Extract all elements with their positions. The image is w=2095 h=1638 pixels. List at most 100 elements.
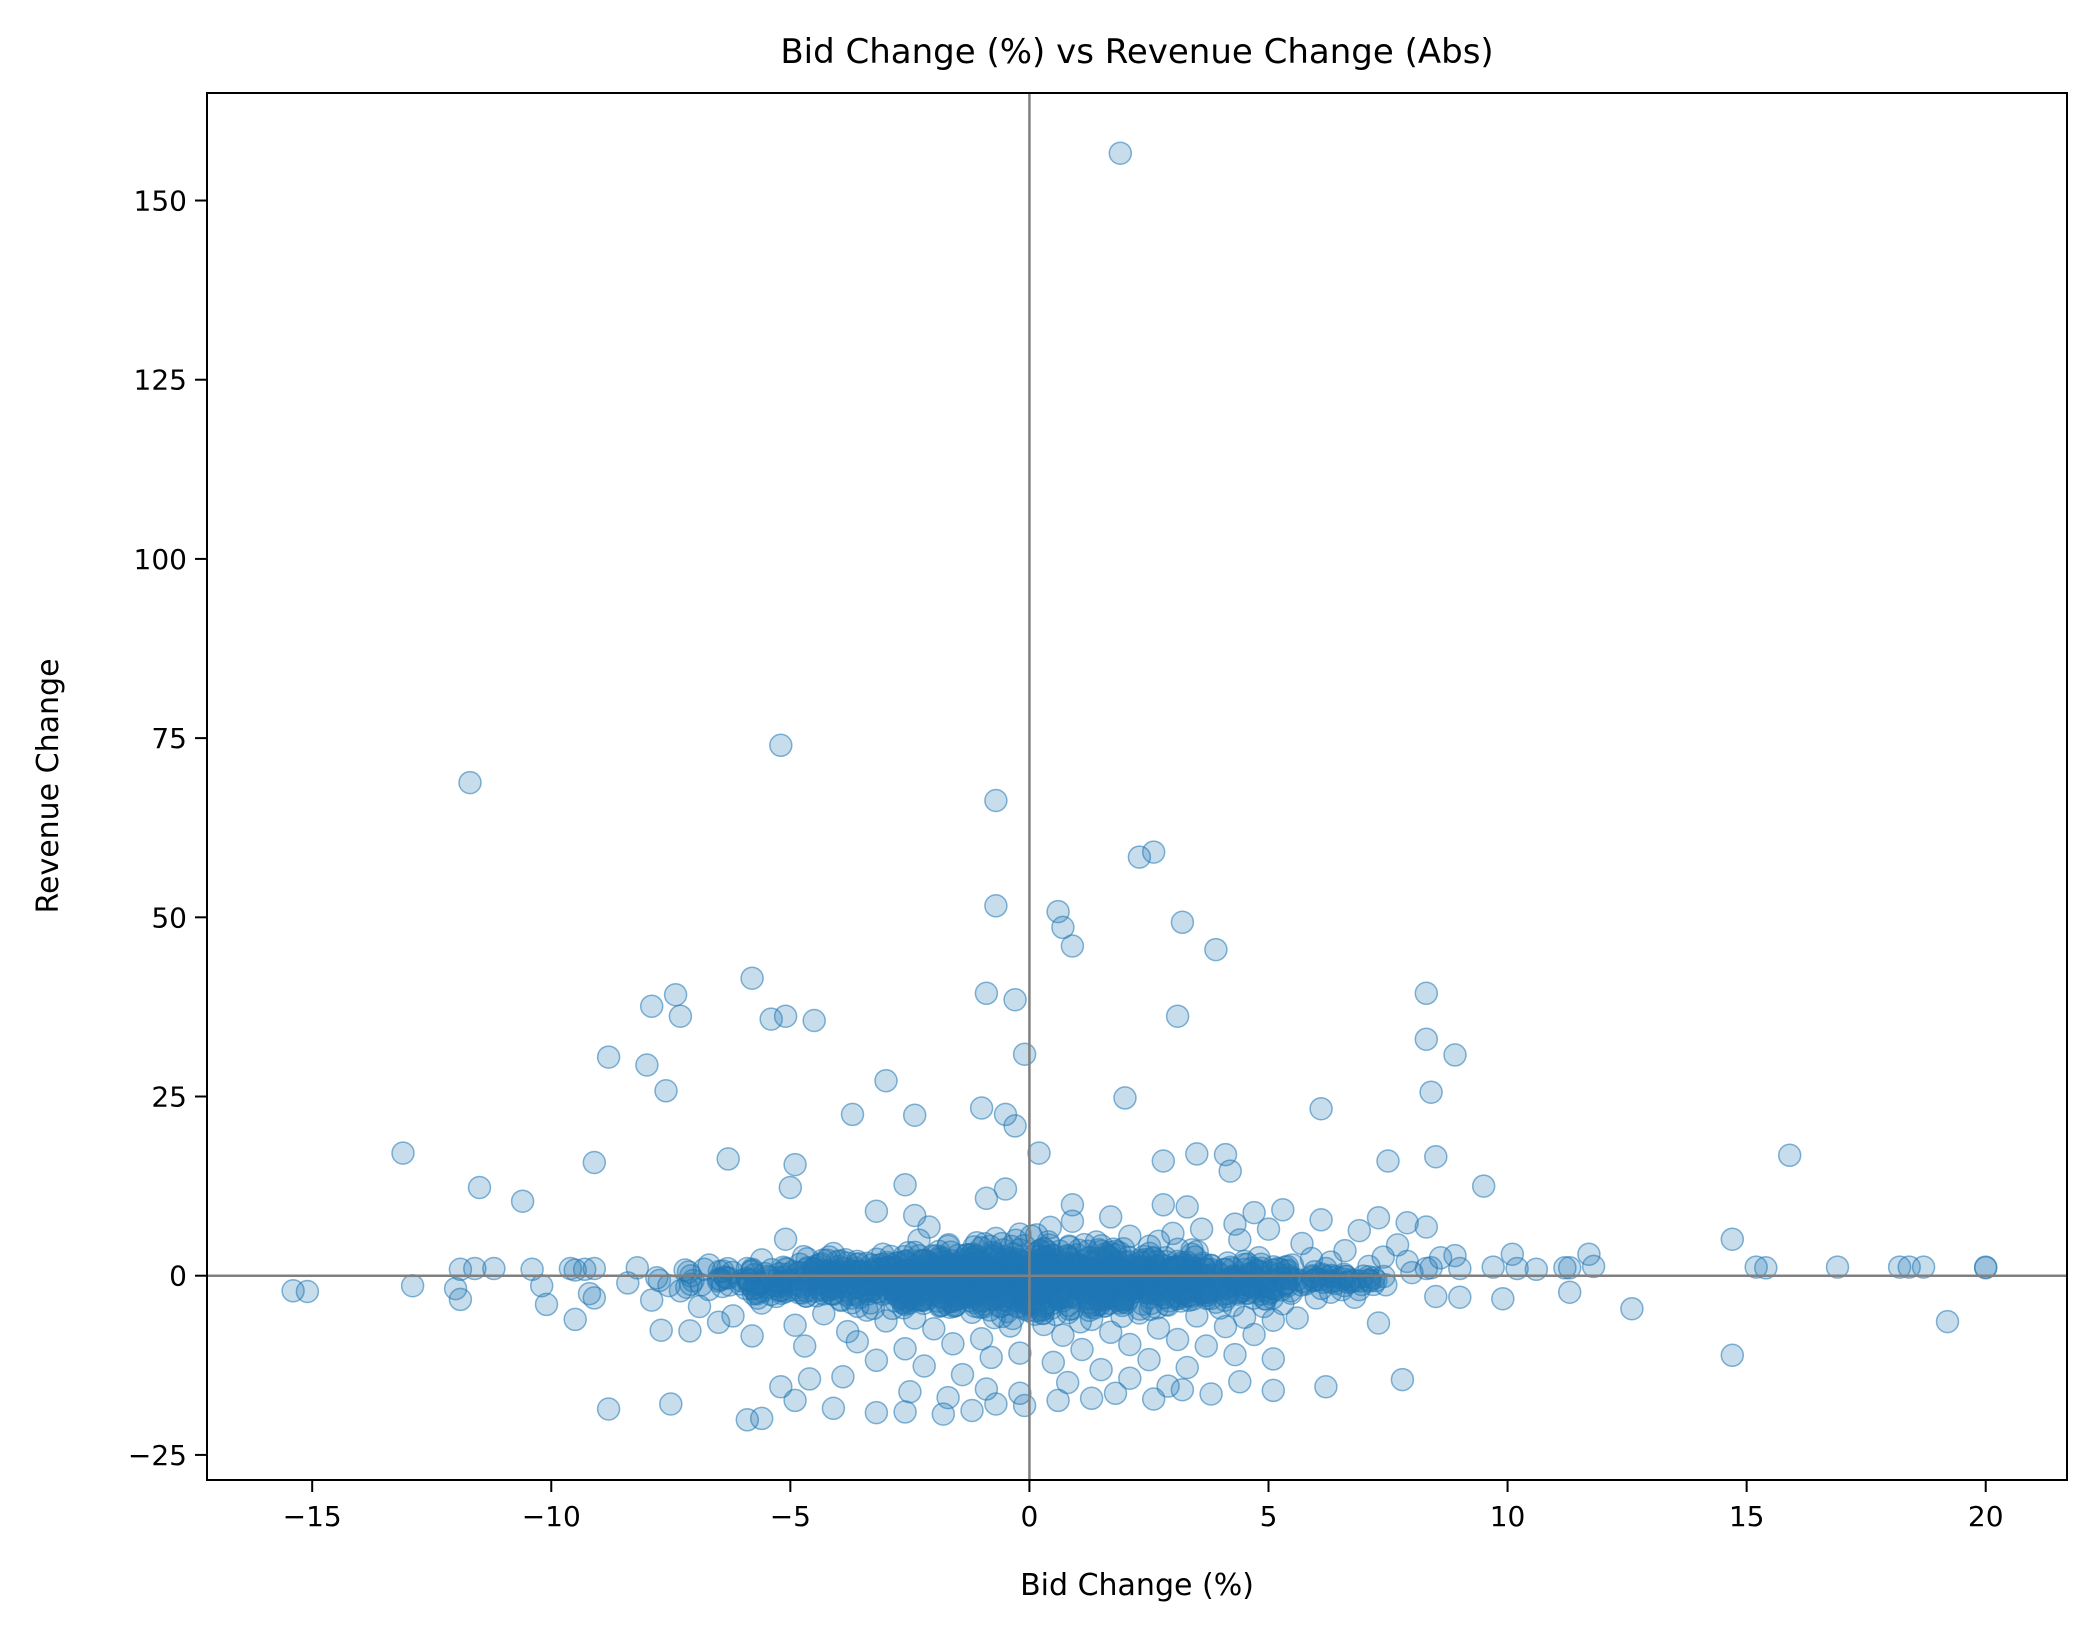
data-point	[979, 1345, 1003, 1370]
data-point	[678, 1319, 702, 1343]
data-point	[1118, 1366, 1142, 1390]
y-tick-label: 50	[151, 901, 187, 934]
data-point	[802, 1008, 826, 1033]
data-point	[1060, 1209, 1085, 1233]
data-point	[1720, 1227, 1745, 1251]
data-point	[1098, 1205, 1123, 1229]
data-point	[1113, 1086, 1137, 1110]
data-point	[1189, 1217, 1214, 1241]
data-point	[893, 1400, 917, 1424]
data-point	[984, 1226, 1008, 1251]
data-point	[1471, 1174, 1496, 1198]
data-point	[1170, 910, 1195, 935]
x-tick-label: 0	[1021, 1500, 1039, 1533]
data-point	[974, 1377, 999, 1401]
data-point	[1261, 1378, 1286, 1403]
data-point	[692, 1257, 717, 1282]
data-point	[1366, 1205, 1391, 1230]
data-point	[874, 1068, 898, 1093]
data-point	[635, 1053, 659, 1077]
data-point	[969, 1096, 994, 1120]
data-point	[1151, 1149, 1176, 1173]
data-point	[1414, 1027, 1439, 1051]
y-tick-label: 75	[151, 722, 187, 755]
data-point	[917, 1215, 941, 1239]
data-point	[582, 1150, 607, 1175]
data-point	[1098, 1320, 1123, 1345]
data-point	[1118, 1332, 1142, 1357]
data-point	[1395, 1210, 1419, 1235]
data-point	[1342, 1285, 1367, 1309]
data-point	[783, 1152, 807, 1177]
data-point	[1720, 1343, 1745, 1368]
data-point	[1151, 1193, 1176, 1217]
data-point	[831, 1365, 855, 1389]
data-point	[668, 1004, 693, 1028]
data-point	[1414, 981, 1439, 1006]
data-point	[1051, 1323, 1075, 1347]
data-point	[974, 1186, 999, 1211]
data-point	[1098, 1257, 1123, 1282]
data-point	[1199, 1382, 1223, 1406]
data-point	[1218, 1159, 1242, 1183]
data-point	[950, 1362, 975, 1387]
data-point	[659, 1392, 683, 1416]
data-point	[769, 1375, 793, 1399]
data-point	[1314, 1375, 1338, 1399]
data-point	[864, 1199, 889, 1223]
data-point	[1089, 1357, 1113, 1382]
data-point	[936, 1385, 960, 1410]
data-point	[1419, 1080, 1443, 1104]
data-point	[802, 1257, 826, 1282]
y-tick-label: 100	[134, 543, 187, 576]
data-point	[1285, 1306, 1309, 1330]
data-point	[773, 1004, 798, 1028]
x-tick-label: 15	[1729, 1500, 1765, 1533]
data-point	[912, 1354, 936, 1378]
data-point	[998, 1314, 1023, 1338]
data-point	[769, 733, 793, 758]
x-axis-title: Bid Change (%)	[1020, 1568, 1254, 1603]
data-point	[922, 1317, 946, 1341]
data-point	[1156, 1293, 1180, 1317]
data-point	[764, 1284, 788, 1309]
data-point	[1036, 1257, 1061, 1282]
data-point	[1122, 1253, 1147, 1277]
data-point	[974, 981, 999, 1006]
y-axis-title: Revenue Change	[31, 658, 66, 913]
data-point	[534, 1292, 559, 1317]
x-tick-label: −10	[522, 1500, 581, 1533]
data-point	[687, 1294, 712, 1319]
data-point	[735, 1408, 760, 1432]
data-point	[295, 1279, 320, 1304]
data-point	[1777, 1143, 1802, 1168]
data-point	[1194, 1334, 1219, 1358]
data-point	[1366, 1311, 1391, 1335]
data-point	[1137, 1273, 1162, 1298]
data-point	[1256, 1217, 1281, 1241]
data-point	[1390, 1367, 1415, 1392]
data-point	[773, 1227, 798, 1251]
data-point	[1213, 1257, 1238, 1282]
data-point	[1228, 1370, 1252, 1394]
data-point	[1008, 1381, 1032, 1406]
x-tick-label: 20	[1968, 1500, 2004, 1533]
data-point	[1935, 1309, 1960, 1334]
data-point	[1127, 1301, 1152, 1325]
data-point	[941, 1332, 965, 1356]
data-point	[864, 1400, 889, 1425]
data-point	[1376, 1149, 1400, 1173]
data-point	[845, 1329, 870, 1354]
data-point	[840, 1102, 865, 1127]
data-point	[645, 1266, 669, 1290]
data-point	[998, 1251, 1023, 1275]
data-point	[1261, 1347, 1286, 1371]
data-point	[821, 1396, 846, 1421]
data-point	[740, 1324, 764, 1348]
data-point	[1165, 1327, 1190, 1352]
data-point	[1309, 1096, 1333, 1121]
x-tick-label: 5	[1260, 1500, 1278, 1533]
data-point	[1032, 1312, 1056, 1337]
data-point	[960, 1398, 984, 1423]
